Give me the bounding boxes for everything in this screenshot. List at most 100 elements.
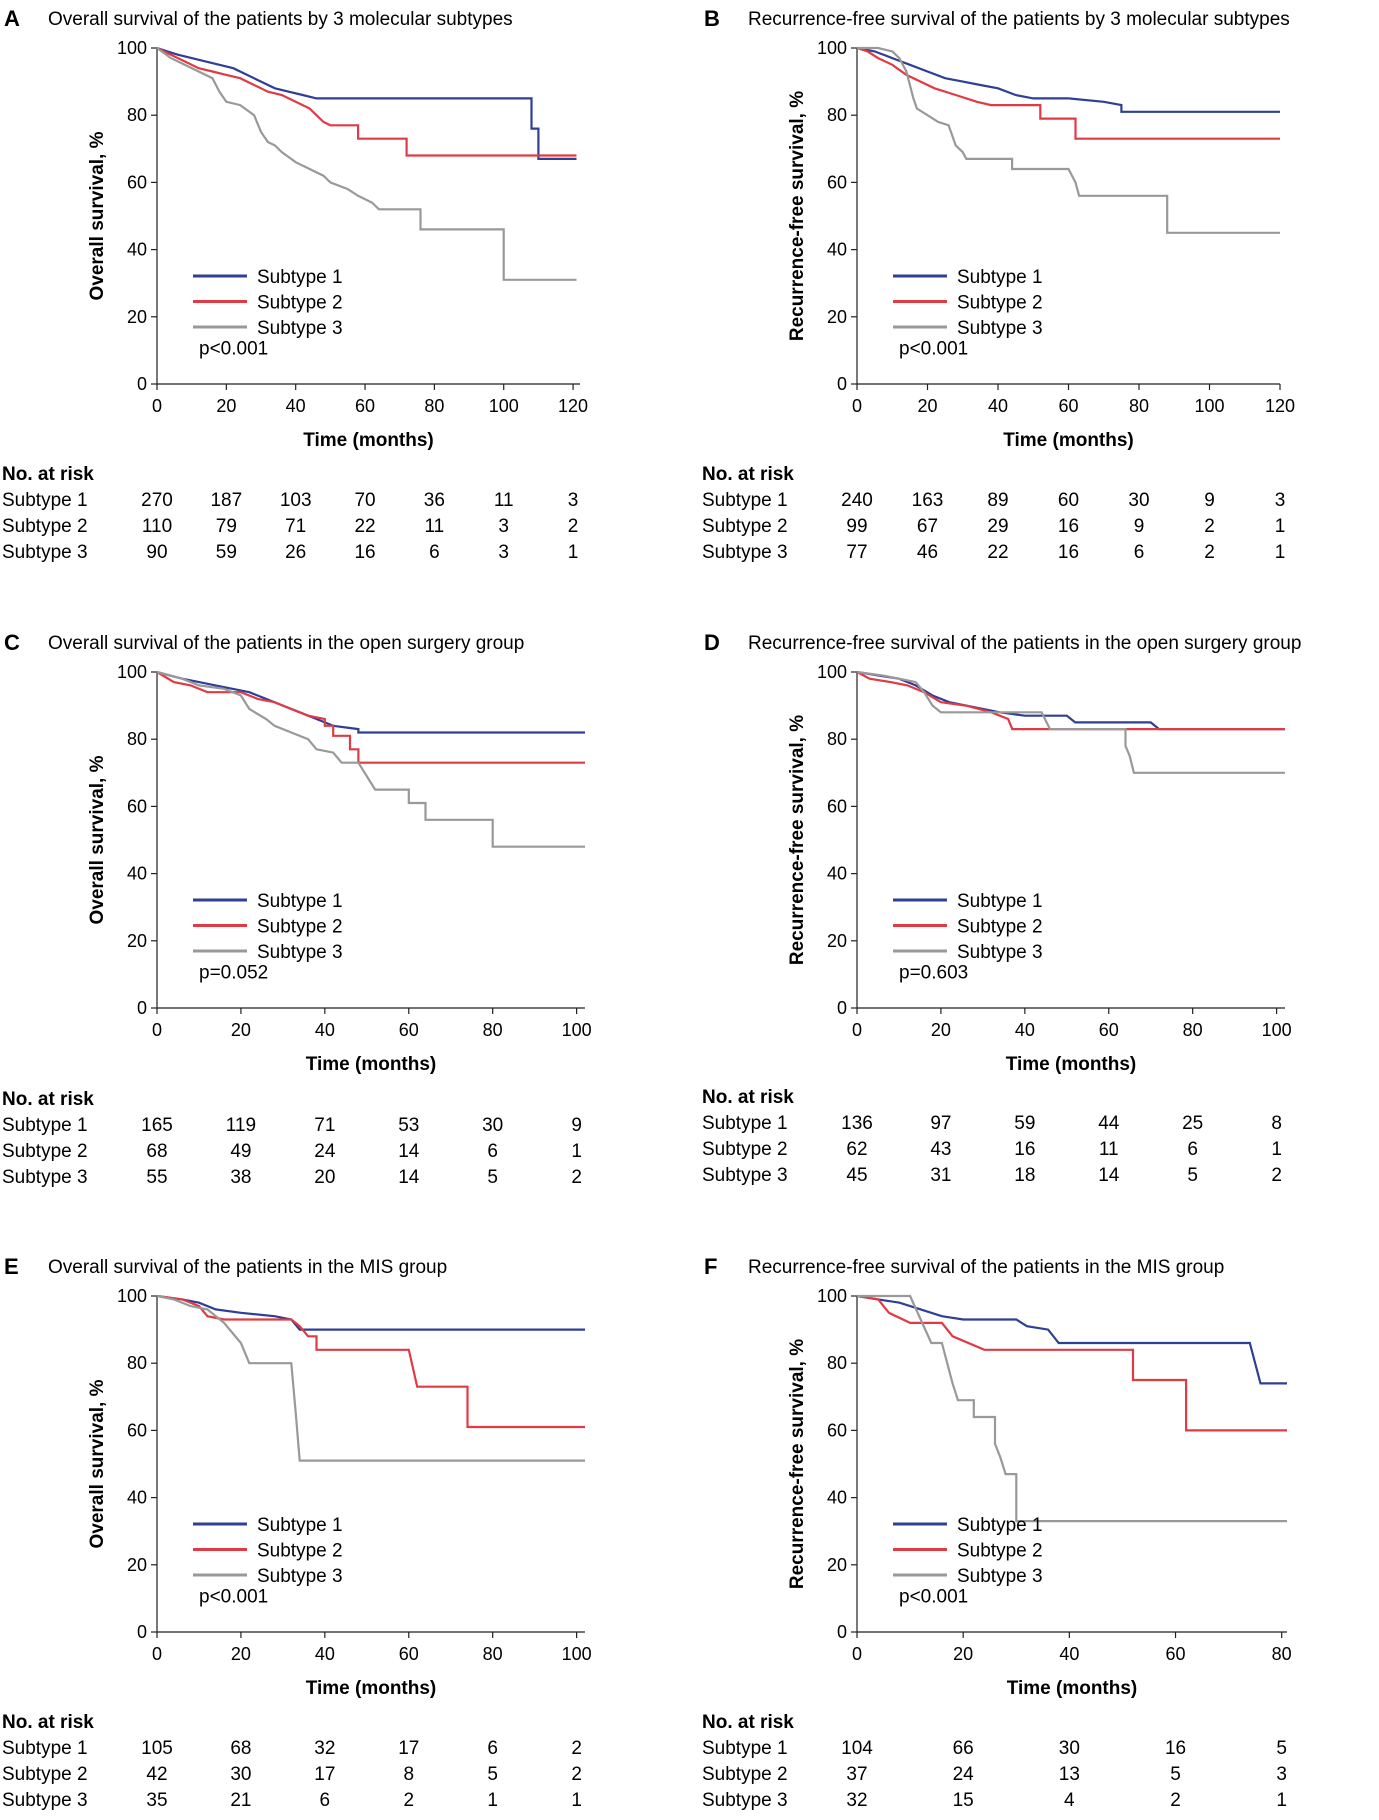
risk-table-header: No. at risk: [702, 1087, 794, 1108]
risk-number: 22: [987, 542, 1008, 563]
series-line-subtype-2: [156, 47, 577, 157]
risk-number: 68: [230, 1738, 251, 1759]
risk-number: 15: [953, 1790, 974, 1811]
risk-number: 2: [1204, 516, 1215, 537]
y-tick-label: 20: [127, 931, 147, 951]
risk-number: 6: [487, 1141, 498, 1162]
risk-number: 21: [230, 1790, 251, 1811]
risk-number: 59: [1014, 1113, 1035, 1134]
y-tick-label: 100: [117, 662, 147, 682]
panel-title: Recurrence-free survival of the patients…: [748, 9, 1290, 30]
risk-number: 16: [1058, 542, 1079, 563]
risk-number: 119: [226, 1115, 256, 1136]
risk-number: 16: [1058, 516, 1079, 537]
series-line-subtype-1: [156, 1294, 585, 1331]
y-tick-label: 20: [827, 307, 847, 327]
risk-row-label: Subtype 1: [702, 1738, 788, 1759]
series-line-subtype-2: [856, 1294, 1287, 1432]
panel-c: C Overall survival of the patients in the…: [2, 630, 592, 1188]
series-line-subtype-3: [857, 1294, 1287, 1523]
legend-label: Subtype 1: [257, 891, 343, 912]
risk-row-label: Subtype 2: [702, 516, 788, 537]
y-axis-title: Overall survival, %: [87, 1379, 108, 1548]
risk-number: 2: [568, 516, 579, 537]
risk-number: 42: [146, 1764, 167, 1785]
y-tick-label: 100: [817, 1286, 847, 1306]
risk-number: 3: [498, 542, 509, 563]
y-tick-label: 20: [127, 307, 147, 327]
risk-table-header: No. at risk: [2, 1089, 94, 1110]
series-line-subtype-1: [156, 46, 577, 160]
risk-number: 6: [1134, 542, 1145, 563]
y-tick-label: 60: [127, 796, 147, 816]
p-value: p<0.001: [899, 339, 968, 360]
panel-title: Overall survival of the patients in the …: [48, 1257, 447, 1278]
y-tick-label: 0: [137, 1622, 147, 1642]
risk-number: 59: [216, 542, 237, 563]
risk-number: 29: [987, 516, 1008, 537]
risk-number: 70: [354, 490, 375, 511]
risk-number: 17: [314, 1764, 335, 1785]
risk-number: 30: [230, 1764, 251, 1785]
risk-number: 5: [1187, 1165, 1198, 1186]
legend-label: Subtype 2: [257, 1541, 343, 1562]
legend-label: Subtype 1: [957, 891, 1043, 912]
risk-number: 8: [1271, 1113, 1282, 1134]
panel-b: B Recurrence-free survival of the patient…: [702, 6, 1295, 563]
x-tick-label: 80: [1272, 1644, 1292, 1664]
panel-letter: E: [4, 1254, 19, 1279]
panel-letter: D: [704, 630, 720, 655]
risk-number: 187: [210, 490, 242, 511]
risk-row-label: Subtype 2: [702, 1764, 788, 1785]
y-tick-label: 100: [117, 38, 147, 58]
risk-number: 5: [487, 1764, 498, 1785]
legend-label: Subtype 2: [257, 917, 343, 938]
x-tick-label: 80: [1129, 396, 1149, 416]
risk-number: 31: [930, 1165, 951, 1186]
x-axis-title: Time (months): [1003, 430, 1134, 451]
risk-row-label: Subtype 3: [702, 1165, 788, 1186]
p-value: p<0.001: [199, 339, 268, 360]
risk-row-label: Subtype 3: [702, 542, 788, 563]
risk-number: 18: [1014, 1165, 1035, 1186]
x-tick-label: 40: [315, 1644, 335, 1664]
x-axis-title: Time (months): [306, 1054, 437, 1075]
risk-number: 1: [571, 1141, 582, 1162]
risk-number: 24: [314, 1141, 336, 1162]
y-tick-label: 0: [837, 1622, 847, 1642]
series-line-subtype-2: [856, 671, 1285, 731]
x-tick-label: 100: [1262, 1020, 1292, 1040]
risk-number: 26: [285, 542, 306, 563]
series-line-subtype-1: [856, 46, 1280, 113]
x-tick-label: 80: [1183, 1020, 1203, 1040]
risk-number: 14: [398, 1141, 420, 1162]
x-tick-label: 60: [1166, 1644, 1186, 1664]
risk-number: 24: [953, 1764, 975, 1785]
risk-number: 20: [314, 1167, 335, 1188]
x-tick-label: 60: [1099, 1020, 1119, 1040]
y-tick-label: 80: [127, 1353, 147, 1373]
y-tick-label: 100: [817, 38, 847, 58]
series-line-subtype-2: [856, 46, 1280, 140]
risk-number: 32: [314, 1738, 335, 1759]
risk-row-label: Subtype 1: [702, 1113, 788, 1134]
risk-number: 6: [487, 1738, 498, 1759]
x-tick-label: 80: [483, 1644, 503, 1664]
risk-number: 1: [1275, 516, 1286, 537]
risk-number: 8: [403, 1764, 414, 1785]
legend-label: Subtype 3: [957, 318, 1043, 339]
series-line-subtype-1: [156, 670, 585, 734]
risk-number: 66: [953, 1738, 974, 1759]
risk-row-label: Subtype 1: [702, 490, 788, 511]
risk-number: 5: [487, 1167, 498, 1188]
risk-number: 3: [1276, 1764, 1287, 1785]
legend-label: Subtype 1: [257, 267, 343, 288]
risk-row-label: Subtype 2: [2, 1141, 88, 1162]
risk-row-label: Subtype 1: [2, 1115, 88, 1136]
risk-number: 62: [846, 1139, 867, 1160]
risk-number: 3: [568, 490, 579, 511]
x-tick-label: 100: [562, 1644, 592, 1664]
panel-letter: C: [4, 630, 20, 655]
risk-table-header: No. at risk: [702, 464, 794, 485]
risk-number: 53: [398, 1115, 419, 1136]
